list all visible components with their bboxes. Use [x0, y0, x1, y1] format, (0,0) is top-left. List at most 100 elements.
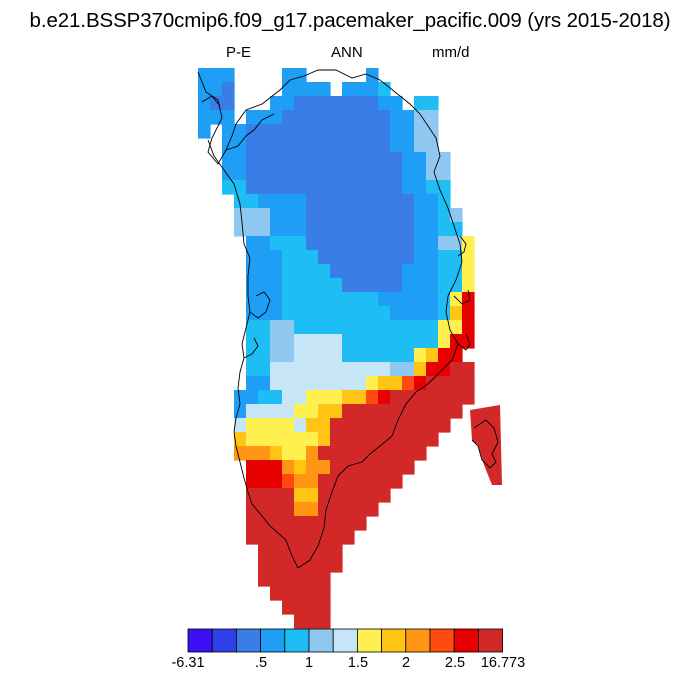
field-cell	[414, 432, 427, 447]
field-cell	[270, 544, 283, 559]
field-cell	[438, 404, 451, 419]
field-cell	[390, 166, 403, 181]
field-cell	[318, 544, 331, 559]
field-cell	[390, 432, 403, 447]
field-cell	[270, 474, 283, 489]
field-cell	[318, 586, 331, 601]
field-cell	[306, 82, 319, 97]
field-cell	[378, 166, 391, 181]
field-cell	[318, 474, 331, 489]
field-cell	[258, 558, 271, 573]
field-cell	[330, 264, 343, 279]
field-cell	[342, 264, 355, 279]
field-cell	[414, 138, 427, 153]
field-cell	[378, 222, 391, 237]
field-cell	[414, 250, 427, 265]
field-cell	[258, 180, 271, 195]
field-cell	[270, 152, 283, 167]
field-cell	[258, 404, 271, 419]
field-cell	[342, 530, 355, 545]
field-cell	[246, 152, 259, 167]
field-cell	[330, 516, 343, 531]
field-cell	[246, 110, 259, 125]
field-cell	[258, 236, 271, 251]
field-cell	[282, 488, 295, 503]
field-cell	[318, 208, 331, 223]
field-cell	[306, 334, 319, 349]
field-cell	[450, 404, 463, 419]
field-cell	[390, 152, 403, 167]
field-cell	[450, 320, 463, 335]
field-cell	[366, 502, 379, 517]
field-cell	[270, 558, 283, 573]
field-cell	[342, 502, 355, 517]
field-cell	[342, 320, 355, 335]
field-cell	[282, 306, 295, 321]
field-cell	[342, 376, 355, 391]
field-cell	[282, 572, 295, 587]
field-cell	[354, 222, 367, 237]
field-cell	[390, 110, 403, 125]
field-cell	[294, 68, 307, 83]
field-cell	[198, 96, 211, 111]
field-cell	[282, 418, 295, 433]
field-cell	[462, 250, 475, 265]
field-cell	[270, 502, 283, 517]
field-cell	[390, 460, 403, 475]
field-cell	[306, 138, 319, 153]
field-cell	[294, 516, 307, 531]
field-cell	[318, 600, 331, 615]
field-cell	[330, 236, 343, 251]
field-cell	[450, 292, 463, 307]
field-cell	[426, 390, 439, 405]
field-cell	[450, 264, 463, 279]
field-cell	[306, 264, 319, 279]
field-cell	[318, 390, 331, 405]
field-cell	[402, 404, 415, 419]
colorbar-label: 2.5	[444, 655, 466, 671]
field-cell	[282, 264, 295, 279]
field-cell	[378, 390, 391, 405]
field-cell	[414, 306, 427, 321]
field-cell	[390, 96, 403, 111]
field-cell	[294, 390, 307, 405]
field-cell	[330, 152, 343, 167]
field-cell	[330, 208, 343, 223]
field-cell	[306, 180, 319, 195]
field-cell	[402, 390, 415, 405]
field-cell	[342, 362, 355, 377]
field-cell	[282, 362, 295, 377]
field-cell	[414, 152, 427, 167]
field-cell	[282, 194, 295, 209]
field-cell	[402, 208, 415, 223]
field-cell	[354, 152, 367, 167]
field-cell	[246, 334, 259, 349]
field-cell	[270, 320, 283, 335]
variable-label: P-E	[226, 44, 252, 61]
field-cell	[330, 530, 343, 545]
field-cell	[306, 474, 319, 489]
field-cell	[390, 250, 403, 265]
field-cell	[258, 320, 271, 335]
field-cell	[366, 418, 379, 433]
field-cell	[198, 82, 211, 97]
field-cell	[342, 236, 355, 251]
field-cell	[306, 530, 319, 545]
field-cell	[270, 404, 283, 419]
field-cell	[342, 446, 355, 461]
field-cell	[330, 96, 343, 111]
field-cell	[390, 194, 403, 209]
field-cell	[342, 110, 355, 125]
field-cell	[294, 96, 307, 111]
field-cell	[246, 432, 259, 447]
field-cell	[270, 138, 283, 153]
field-cell	[318, 306, 331, 321]
field-cell	[450, 236, 463, 251]
field-cell	[282, 600, 295, 615]
field-cell	[366, 278, 379, 293]
field-cell	[234, 194, 247, 209]
field-cell	[366, 222, 379, 237]
field-cell	[426, 432, 439, 447]
field-cell	[438, 222, 451, 237]
